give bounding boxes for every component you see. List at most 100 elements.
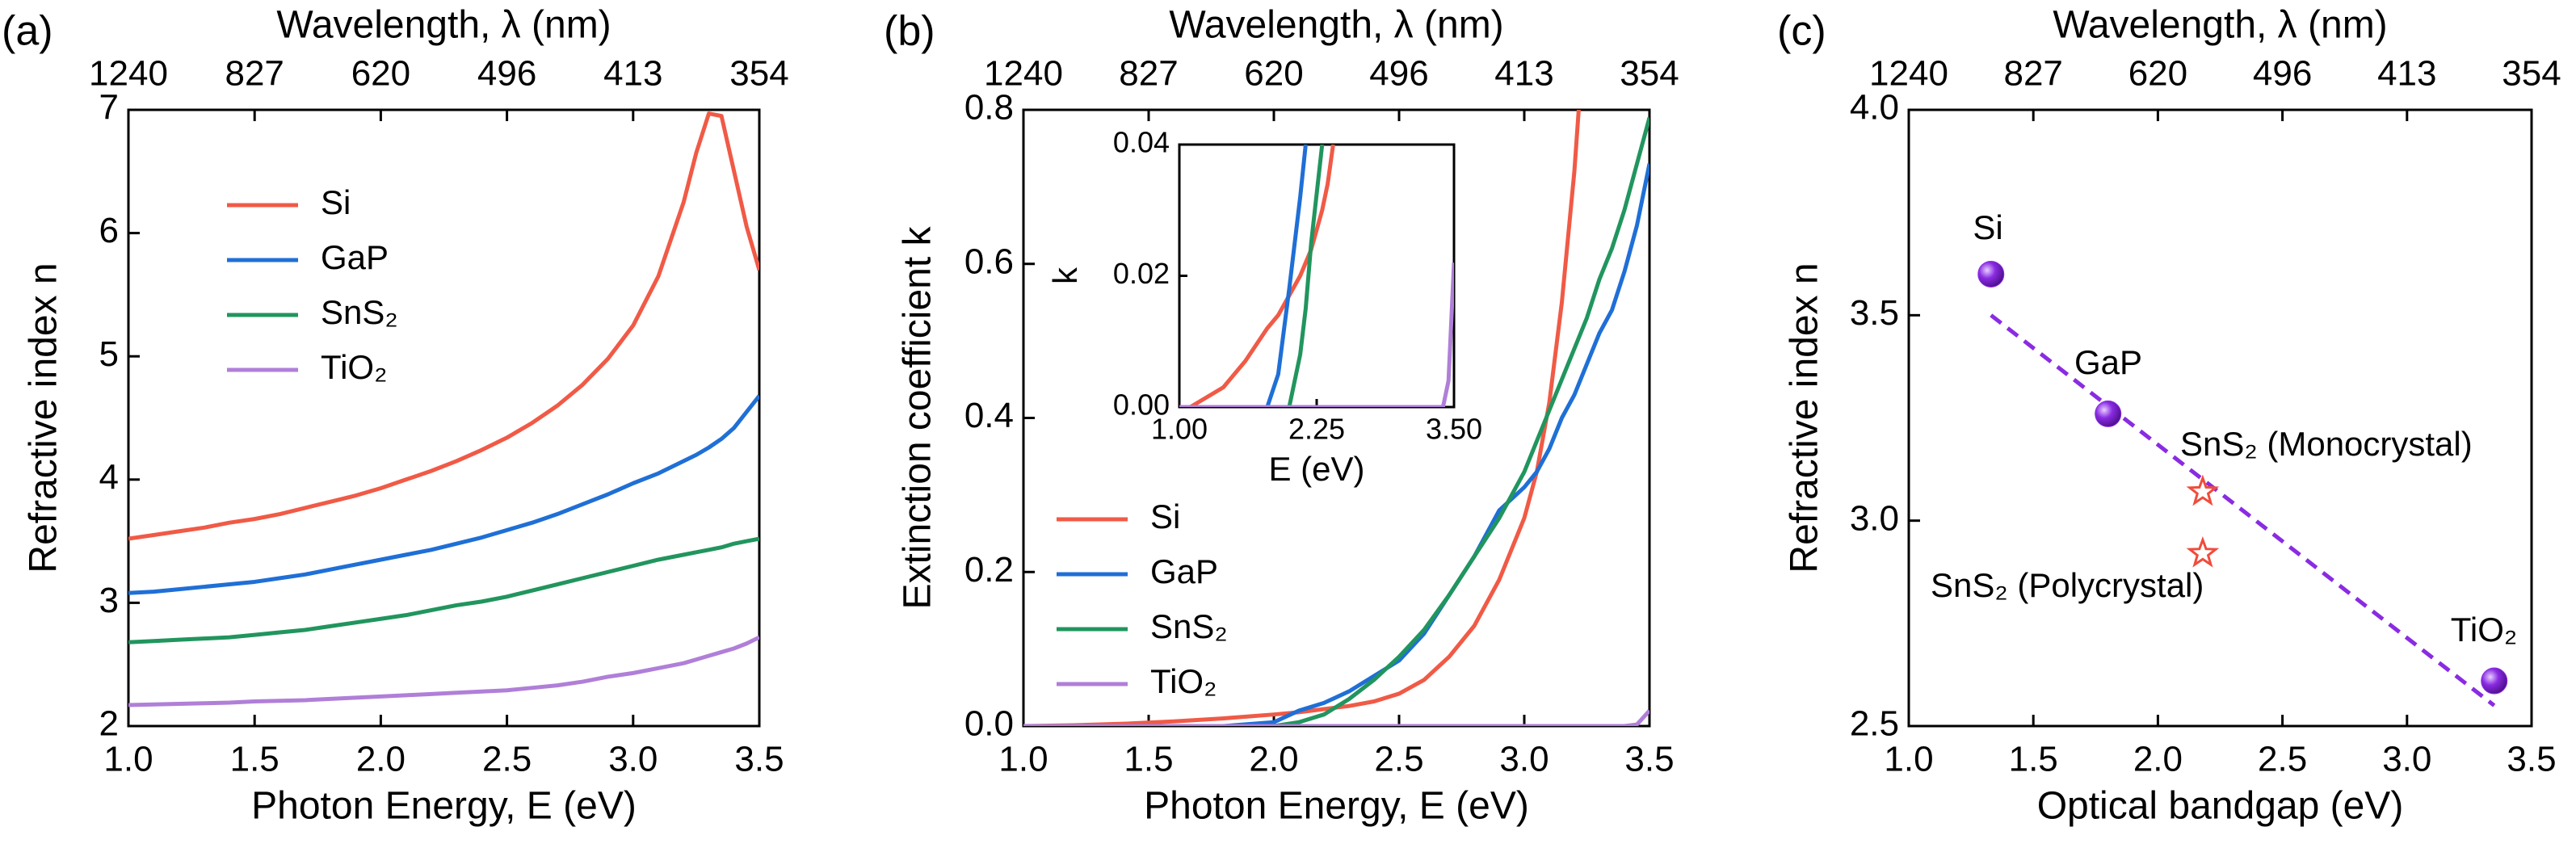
legend-label: GaP <box>321 238 389 276</box>
data-line <box>128 394 759 595</box>
data-line <box>1179 145 1308 407</box>
y-tick-label: 2 <box>99 704 119 744</box>
x2-tick-label: 827 <box>1119 54 1178 94</box>
x-tick-label: 3.0 <box>608 740 658 779</box>
y-tick-label: 0.8 <box>964 88 1014 128</box>
y-axis-title: k <box>1046 267 1084 284</box>
panel-label: (b) <box>884 8 935 55</box>
y-axis-title: Refractive index n <box>23 262 65 573</box>
y-tick-label: 0.04 <box>1113 126 1170 159</box>
x-axis-title: Photon Energy, E (eV) <box>1144 785 1529 828</box>
x2-axis-title: Wavelength, λ (nm) <box>2053 4 2387 47</box>
series-group <box>1023 110 1649 726</box>
y-tick-label: 0.02 <box>1113 257 1170 290</box>
panel-label: (a) <box>2 8 53 55</box>
y-tick-label: 0.0 <box>964 704 1014 744</box>
data-line <box>128 536 759 644</box>
series-group <box>1179 145 1454 407</box>
x2-tick-label: 413 <box>1494 54 1553 94</box>
x-tick-label: 3.5 <box>734 740 784 779</box>
x-tick-label: 1.00 <box>1151 413 1208 446</box>
y-tick-label: 0.00 <box>1113 388 1170 422</box>
x2-tick-label: 1240 <box>89 54 168 94</box>
x2-tick-label: 413 <box>603 54 662 94</box>
fit-line <box>1990 313 2496 707</box>
legend-label: Si <box>321 183 351 221</box>
y-tick-label: 3.0 <box>1850 498 1899 538</box>
x2-tick-label: 354 <box>2502 54 2561 94</box>
y-tick-label: 4.0 <box>1850 88 1899 128</box>
x2-tick-label: 1240 <box>984 54 1063 94</box>
x-tick-label: 3.5 <box>2507 740 2556 779</box>
x-axis-title: Photon Energy, E (eV) <box>251 785 637 828</box>
x2-tick-label: 413 <box>2377 54 2436 94</box>
x-tick-label: 1.5 <box>230 740 279 779</box>
legend-label: TiO₂ <box>1150 662 1217 700</box>
x-axis-title: Optical bandgap (eV) <box>2037 785 2404 828</box>
point-label: SnS₂ (Monocrystal) <box>2180 425 2473 463</box>
x2-tick-label: 1240 <box>1869 54 1948 94</box>
x2-tick-label: 827 <box>2003 54 2062 94</box>
panel-label: (c) <box>1777 8 1826 55</box>
y-axis-title: Extinction coefficient k <box>897 225 939 609</box>
x2-tick-label: 354 <box>729 54 788 94</box>
x-axis-title: E (eV) <box>1268 450 1364 488</box>
x2-tick-label: 620 <box>1244 54 1303 94</box>
y-tick-label: 4 <box>99 457 119 497</box>
data-point <box>1977 260 2005 288</box>
x-tick-label: 1.0 <box>1884 740 1933 779</box>
x2-tick-label: 496 <box>2253 54 2312 94</box>
legend-label: Si <box>1150 497 1180 535</box>
data-point <box>2481 667 2508 695</box>
x-tick-label: 2.0 <box>2133 740 2183 779</box>
point-label: TiO₂ <box>2451 611 2517 649</box>
legend-label: TiO₂ <box>321 348 387 386</box>
x2-axis-title: Wavelength, λ (nm) <box>276 4 611 47</box>
data-line <box>128 635 759 707</box>
x2-tick-label: 620 <box>2128 54 2187 94</box>
x-tick-label: 1.0 <box>103 740 153 779</box>
point-label: SnS₂ (Polycrystal) <box>1931 566 2204 604</box>
x-tick-label: 2.0 <box>356 740 406 779</box>
x-tick-label: 1.0 <box>998 740 1048 779</box>
x-tick-label: 2.25 <box>1288 413 1345 446</box>
y-axis-title: Refractive index n <box>1784 262 1826 573</box>
point-label: GaP <box>2074 343 2142 381</box>
legend-label: GaP <box>1150 552 1218 590</box>
x-tick-label: 1.5 <box>2009 740 2058 779</box>
x-tick-label: 2.0 <box>1249 740 1298 779</box>
data-line <box>1023 116 1649 726</box>
y-tick-label: 2.5 <box>1850 704 1899 744</box>
x-tick-label: 1.5 <box>1124 740 1173 779</box>
x-tick-label: 2.5 <box>1374 740 1423 779</box>
series-group <box>128 111 759 707</box>
y-tick-label: 3.5 <box>1850 293 1899 333</box>
data-line <box>1179 145 1325 407</box>
plot-frame <box>127 108 761 728</box>
y-tick-label: 0.4 <box>964 396 1014 435</box>
x-tick-label: 3.5 <box>1624 740 1674 779</box>
y-tick-label: 0.2 <box>964 550 1014 590</box>
legend-label: SnS₂ <box>321 293 398 331</box>
data-line <box>128 111 759 541</box>
x2-tick-label: 496 <box>1369 54 1428 94</box>
x-tick-label: 3.0 <box>1499 740 1549 779</box>
data-point <box>2095 400 2122 427</box>
x-tick-label: 2.5 <box>482 740 532 779</box>
x2-tick-label: 354 <box>1620 54 1679 94</box>
y-tick-label: 7 <box>99 88 119 128</box>
x2-tick-label: 620 <box>351 54 410 94</box>
x2-tick-label: 827 <box>225 54 284 94</box>
x2-tick-label: 496 <box>477 54 536 94</box>
data-line <box>1179 145 1335 407</box>
y-tick-label: 0.6 <box>964 241 1014 281</box>
y-tick-label: 3 <box>99 581 119 620</box>
y-tick-label: 6 <box>99 211 119 250</box>
x2-axis-title: Wavelength, λ (nm) <box>1169 4 1503 47</box>
x-tick-label: 3.0 <box>2382 740 2431 779</box>
plot-frame <box>1907 108 2533 728</box>
data-point <box>2186 474 2220 506</box>
point-label: Si <box>1973 208 2002 246</box>
data-point <box>2186 535 2220 568</box>
